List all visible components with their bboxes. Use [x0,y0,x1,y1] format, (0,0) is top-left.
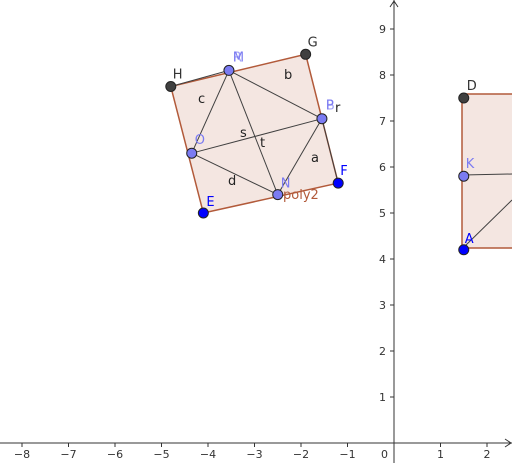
x-tick-label: 1 [437,448,444,461]
x-tick-label: −4 [200,448,216,461]
right-inner-line-2 [464,199,512,247]
segment-PN[interactable] [277,118,323,195]
x-axis-ticks: −8 −7 −6 −5 −4 −3 −2 −1 1 2 [14,443,491,461]
y-tick-label: 6 [379,161,386,174]
point-O[interactable] [186,147,198,159]
y-tick-label: 9 [379,23,386,36]
point-label-P: P [326,99,334,114]
segment-NO[interactable] [191,152,278,196]
x-tick-label: 2 [484,448,491,461]
y-tick-label: 8 [379,69,386,82]
point-label-H: H [173,68,183,83]
point-M[interactable] [223,64,235,76]
y-tick-label: 7 [379,115,386,128]
right-inner-line-1 [462,173,512,176]
x-tick-label: −1 [339,448,355,461]
point-label-A: A [465,232,474,247]
x-tick-label: −5 [153,448,169,461]
y-tick-label: 5 [379,207,386,220]
point-label-N: N [281,177,291,192]
segment-MH[interactable] [170,69,230,87]
y-axis-ticks: 1 2 3 4 5 6 7 8 9 [379,23,394,404]
segment-MN[interactable] [228,70,279,195]
segment-label-c: c [198,92,205,107]
x-tick-label: −7 [60,448,76,461]
x-tick-label: −8 [14,448,30,461]
segment-label-b: b [284,68,292,83]
x-tick-label: −2 [293,448,309,461]
segment-label-d: d [228,174,236,189]
point-G[interactable] [300,48,312,60]
point-label-M: M [233,50,244,65]
inner-segments [170,69,339,196]
point-H[interactable] [165,81,177,92]
segment-PF[interactable] [321,118,339,184]
right-square[interactable] [461,93,512,249]
point-A[interactable] [458,244,470,256]
segment-label-r: r [335,101,341,116]
point-label-E: E [206,195,214,210]
point-label-G: G [308,35,318,50]
point-label-D: D [467,79,477,94]
point-P[interactable] [316,113,328,125]
segment-label-a: a [311,151,319,166]
point-label-F: F [340,164,347,179]
y-tick-label: 3 [379,299,386,312]
segment-label-s: s [240,126,247,141]
points-layer: H G F E MR PB N O D K A [165,35,477,256]
point-label-overlap-M: R [233,50,242,65]
polygon-label-poly2: poly2 [283,188,319,203]
point-label-O: O [195,133,205,148]
segment-MP[interactable] [228,69,323,120]
x-tick-label: −6 [107,448,123,461]
x-tick-label: −3 [246,448,262,461]
point-label-overlap-P: B [326,99,335,114]
point-N[interactable] [272,189,284,201]
point-K[interactable] [458,170,470,182]
y-tick-label: 1 [379,391,386,404]
point-F[interactable] [332,177,344,189]
point-D[interactable] [458,92,470,104]
y-tick-label: 2 [379,345,386,358]
y-tick-label: 4 [379,253,386,266]
y-axis-arrow [389,0,399,8]
segment-OP[interactable] [191,118,323,154]
x-axis-arrow [504,438,512,448]
point-label-K: K [466,157,475,172]
segment-label-t: t [260,136,265,151]
point-E[interactable] [197,207,209,219]
segment-OM[interactable] [191,70,230,154]
origin-label: 0 [381,448,388,461]
